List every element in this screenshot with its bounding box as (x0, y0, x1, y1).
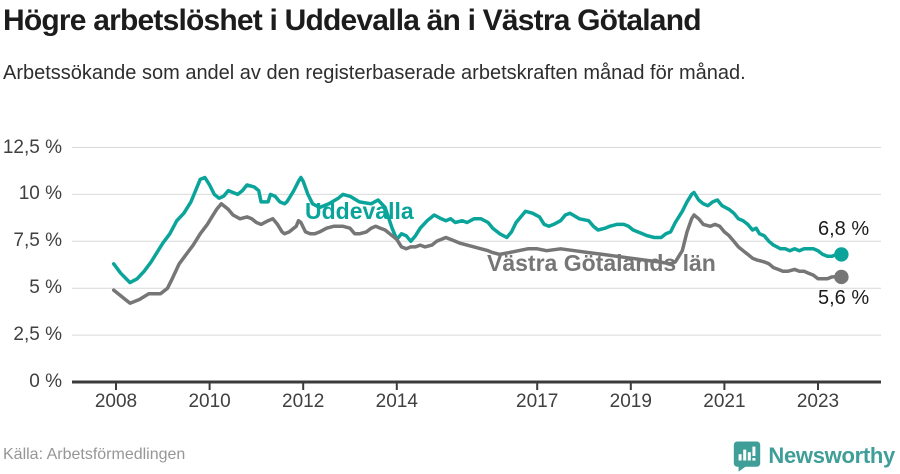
y-tick-label: 0 % (29, 371, 62, 392)
x-tick-label: 2017 (516, 391, 559, 412)
x-tick-label: 2010 (188, 391, 231, 412)
x-tick-label: 2014 (375, 391, 418, 412)
y-tick-label: 12,5 % (2, 136, 62, 158)
end-value-vastra-gotalands-lan: 5,6 % (818, 287, 870, 309)
series-line-uddevalla (111, 175, 844, 285)
chart-subtitle: Arbetssökande som andel av den registerb… (3, 62, 746, 84)
newsworthy-icon (734, 441, 761, 472)
series-label-vastra-gotalands-lan: Västra Götalands län (487, 250, 716, 276)
source-note: Källa: Arbetsförmedlingen (3, 446, 186, 463)
x-tick-label: 2012 (282, 391, 325, 412)
brand-logo: Newsworthy (733, 440, 895, 472)
x-tick-label: 2023 (796, 391, 840, 412)
x-tick-label: 2021 (703, 391, 746, 412)
page-title: Högre arbetslöshet i Uddevalla än i Väst… (3, 4, 702, 37)
y-tick-label: 7,5 % (13, 230, 62, 252)
x-tick-label: 2008 (94, 391, 138, 412)
brand-name: Newsworthy (768, 443, 895, 468)
y-tick-label: 10 % (18, 183, 62, 205)
y-tick-label: 5 % (29, 277, 62, 299)
end-value-uddevalla: 6,8 % (818, 218, 870, 240)
x-tick-label: 2019 (609, 391, 652, 412)
y-tick-label: 2,5 % (13, 324, 62, 346)
series-line-vastra-gotalands-lan (111, 202, 844, 305)
series-end-dot (834, 247, 849, 262)
series-end-dot (834, 269, 849, 285)
series-label-uddevalla: Uddevalla (305, 198, 414, 224)
